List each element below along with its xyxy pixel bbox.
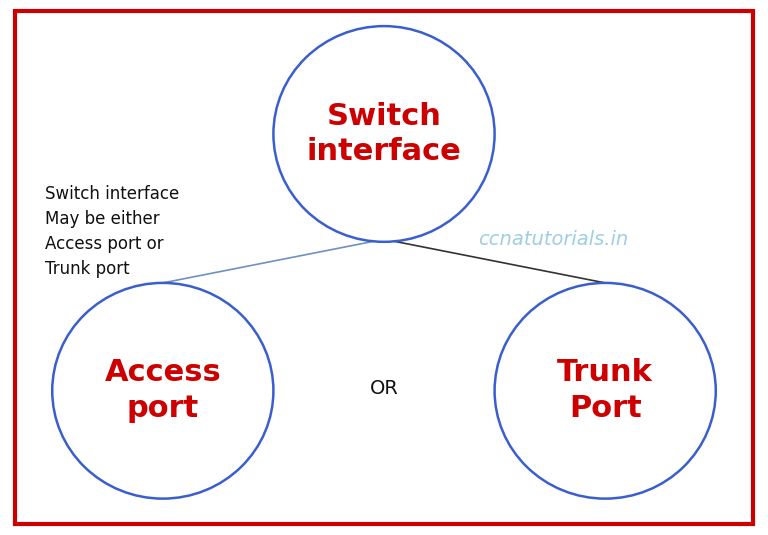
Text: Switch interface
May be either
Access port or
Trunk port: Switch interface May be either Access po… [45,185,179,278]
Text: Access
port: Access port [104,358,221,423]
Text: OR: OR [369,379,399,398]
Ellipse shape [52,283,273,499]
Text: Trunk
Port: Trunk Port [558,358,653,423]
Text: Switch
interface: Switch interface [306,102,462,166]
Ellipse shape [495,283,716,499]
Ellipse shape [273,26,495,242]
Text: ccnatutorials.in: ccnatutorials.in [478,230,629,249]
